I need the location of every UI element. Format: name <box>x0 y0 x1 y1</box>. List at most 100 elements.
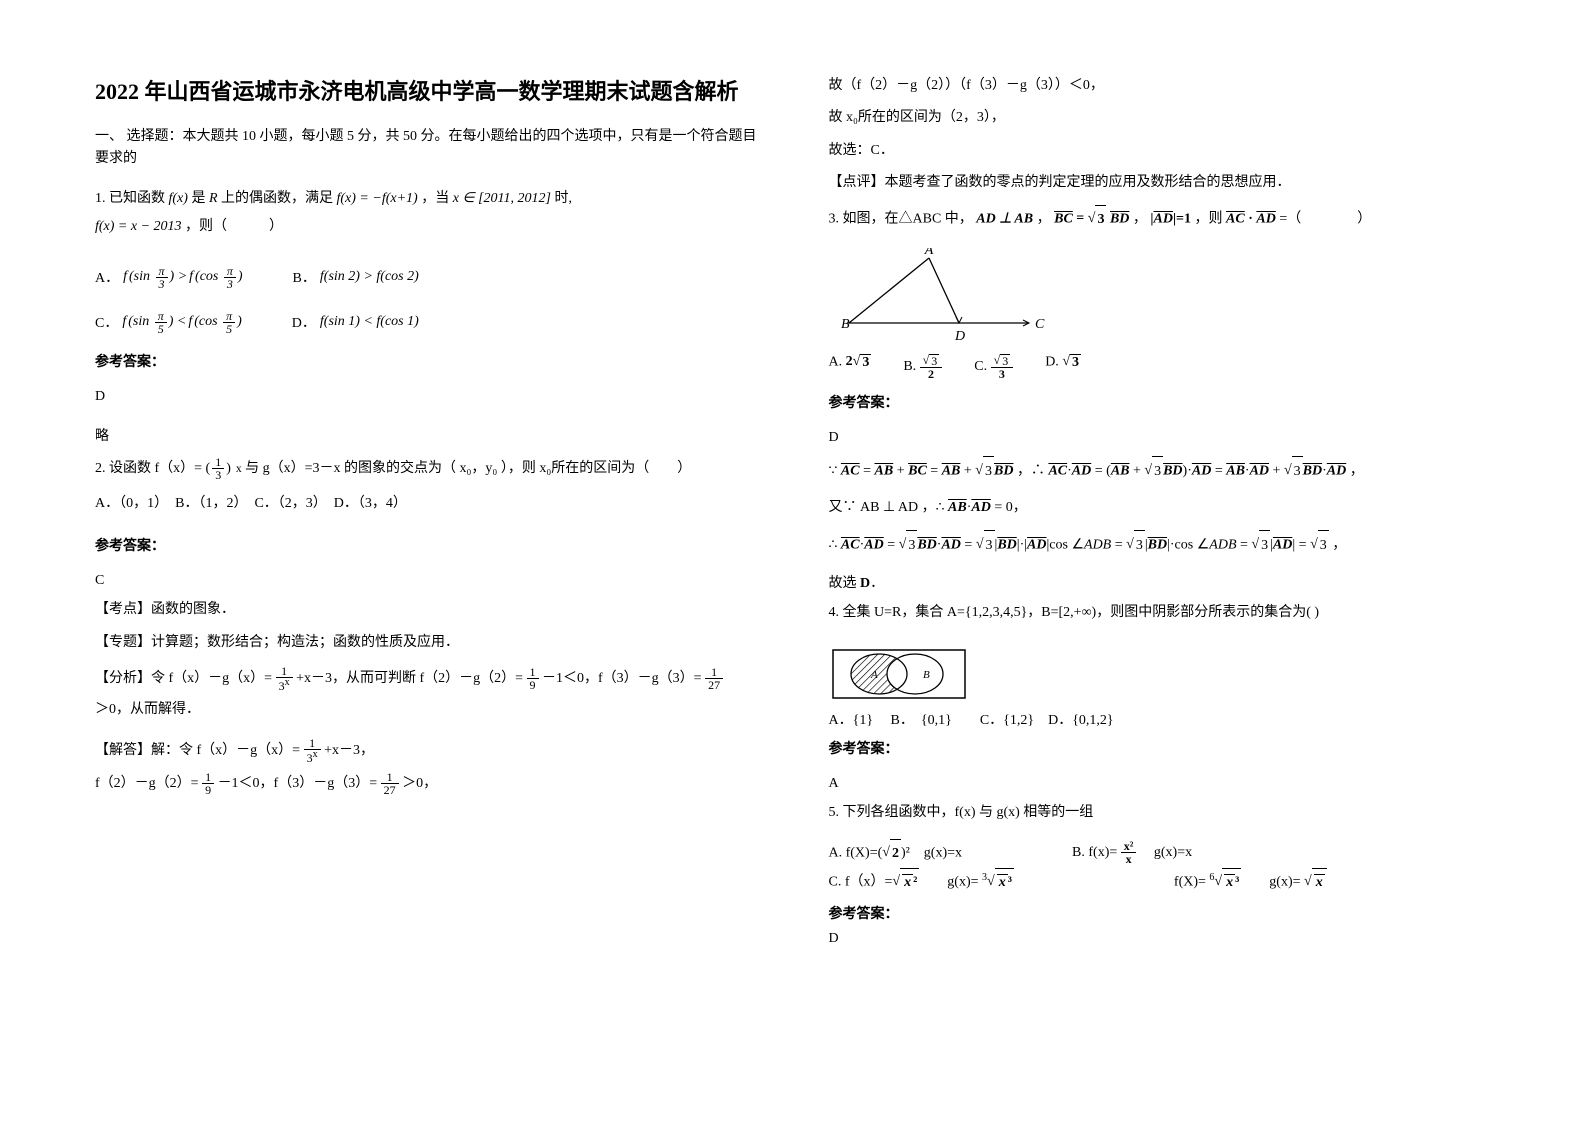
question-5: 5. 下列各组函数中，f(x) 与 g(x) 相等的一组 <box>829 802 1493 824</box>
tri-label-a: A <box>923 248 933 258</box>
q2-topic: 【专题】计算题；数形结合；构造法；函数的性质及应用． <box>95 632 759 654</box>
q1-opt-b-label: B． <box>293 267 316 287</box>
q1-answer-label: 参考答案： <box>95 351 759 371</box>
q1-stem-b: 是 <box>191 191 209 206</box>
q3-option-d: D. 3 <box>1045 354 1081 380</box>
q1-opt-a-expr: f(sin π3) > f(cos π3) <box>123 265 242 290</box>
q1-eq2: f(x) = x − 2013 <box>95 219 182 234</box>
q2-ana-a: 【分析】令 f（x）－g（x）= <box>95 671 272 686</box>
triangle-figure: A B C D <box>829 248 1049 348</box>
q2-stem-a: 2. 设函数 <box>95 461 155 476</box>
q2-conclusion-3: 故选：C． <box>829 140 1493 162</box>
q3-bd: BD <box>1110 211 1129 226</box>
q1-answer: D <box>95 389 759 405</box>
left-column: 2022 年山西省运城市永济电机高级中学高一数学理期末试题含解析 一、 选择题：… <box>95 75 759 1047</box>
exam-title: 2022 年山西省运城市永济电机高级中学高一数学理期末试题含解析 <box>95 75 759 108</box>
q3-dot: · <box>1248 211 1253 226</box>
q5-option-b: B. f(x)= x²x g(x)=x <box>1072 839 1192 868</box>
q4-answer-label: 参考答案： <box>829 738 1493 758</box>
q2-ana-c: ＞0，从而解得． <box>95 702 200 717</box>
q2-conclusion-1: 故（f（2）－g（2））（f（3）－g（3））＜0， <box>829 75 1493 97</box>
venn-label-b: B <box>923 669 930 681</box>
q3-solution-line-1: ∵ AC = AB + BC = AB + 3BD ，∴ AC·AD = (AB… <box>829 456 1493 488</box>
tri-label-b: B <box>841 317 850 332</box>
q2-conclusion-2: 故 x₀所在的区间为（2，3）， <box>829 107 1493 129</box>
q1-opt-d-expr: f(sin 1) < f(cos 1) <box>320 314 419 330</box>
q1-options-row-2: C． f(sin π5) < f(cos π5) D． f(sin 1) < f… <box>95 310 759 335</box>
q2-options: A．（0，1） B．（1，2） C．（2，3） D．（3，4） <box>95 493 759 515</box>
q5-options: A. f(X)=(2)² g(x)=x B. f(x)= x²x g(x)=x … <box>829 839 1493 897</box>
q5-option-c: C. f（x）=x² g(x)= 3x³ <box>829 868 1014 897</box>
q1-option-d: D． f(sin 1) < f(cos 1) <box>292 310 419 335</box>
q3-eq: = 3 <box>1076 211 1106 226</box>
q3-answer: D <box>829 430 1493 446</box>
q2-sol-e: ＞0， <box>402 776 437 791</box>
q1-opt-c-expr: f(sin π5) < f(cos π5) <box>122 310 241 335</box>
question-1: 1. 已知函数 f(x) 是 R 上的偶函数，满足 f(x) = −f(x+1)… <box>95 185 759 241</box>
tri-label-d: D <box>954 329 965 344</box>
q1-stem-a: 1. 已知函数 <box>95 191 165 206</box>
q3-ad: AD <box>1256 211 1275 226</box>
q1-eq1: f(x) = −f(x+1) <box>337 191 418 206</box>
q3-stem: 3. 如图，在△ABC 中， <box>829 211 973 226</box>
q3-option-a: A. 23 <box>829 354 872 380</box>
q1-option-b: B． f(sin 2) > f(cos 2) <box>293 265 419 290</box>
q3-ad-abs: |AD|=1 <box>1150 211 1191 226</box>
q2-point: 【考点】函数的图象． <box>95 599 759 621</box>
q2-answer-label: 参考答案： <box>95 535 759 555</box>
right-column: 故（f（2）－g（2））（f（3）－g（3））＜0， 故 x₀所在的区间为（2，… <box>829 75 1493 1047</box>
q3-c1: AD ⊥ AB <box>976 211 1033 226</box>
q1-opt-c-label: C． <box>95 312 118 332</box>
q3-c4: ，则 <box>1195 211 1223 226</box>
q1-stem-c: 上的偶函数，满足 <box>221 191 333 206</box>
section-1-heading: 一、 选择题：本大题共 10 小题，每小题 5 分，共 50 分。在每小题给出的… <box>95 126 759 171</box>
q1-stem-d: ，当 <box>421 191 449 206</box>
q5-answer-label: 参考答案： <box>829 903 1493 923</box>
q1-note: 略 <box>95 425 759 445</box>
frac-1-27-b: 127 <box>381 771 399 796</box>
q2-solution: 【解答】解：令 f（x）－g（x）= 13x +x－3， f（2）－g（2）= … <box>95 734 759 801</box>
frac-1-27: 127 <box>705 666 723 691</box>
q3-tail: =（ ） <box>1279 211 1371 226</box>
q2-sol-d: －1＜0，f（3）－g（3）= <box>218 776 378 791</box>
q4-options: A．{1} B． {0,1} C．{1,2} D．{0,1,2} <box>829 710 1493 732</box>
q4-answer: A <box>829 776 1493 792</box>
q2-comment: 【点评】本题考查了函数的零点的判定定理的应用及数形结合的思想应用． <box>829 172 1493 194</box>
q1-options-row-1: A． f(sin π3) > f(cos π3) B． f(sin 2) > f… <box>95 265 759 290</box>
q3-c2l: ， <box>1037 211 1051 226</box>
q5-answer: D <box>829 931 1493 947</box>
q2-stem-b: 与 g（x）=3－x 的图象的交点为（ x₀，y₀ ），则 x₀所在的区间为（ … <box>245 461 691 476</box>
question-4: 4. 全集 U=R，集合 A={1,2,3,4,5}，B=[2,+∞)，则图中阴… <box>829 602 1493 624</box>
q2-analysis: 【分析】令 f（x）－g（x）= 13x +x－3，从而可判断 f（2）－g（2… <box>95 664 759 726</box>
q3-ac: AC <box>1226 211 1245 226</box>
q3-options: A. 23 B. 32 C. 33 D. 3 <box>829 354 1493 380</box>
q3-c3: ， <box>1133 211 1147 226</box>
q2-ana-b: －1＜0，f（3）－g（3）= <box>542 671 702 686</box>
question-3: 3. 如图，在△ABC 中， AD ⊥ AB ， BC = 3 BD ， |AD… <box>829 205 1493 234</box>
q1-opt-d-label: D． <box>292 312 316 332</box>
q1-option-a: A． f(sin π3) > f(cos π3) <box>95 265 243 290</box>
q3-answer-label: 参考答案： <box>829 392 1493 412</box>
q5-option-d: f(X)= 6x³ g(x)= x <box>1174 868 1327 897</box>
q1-tail: ，则（ ） <box>185 219 283 234</box>
frac-1-9: 19 <box>527 666 539 691</box>
tri-label-c: C <box>1035 317 1045 332</box>
q3-solution-line-2: 又∵ AB ⊥ AD ，∴ AB·AD = 0， <box>829 497 1493 519</box>
frac-1-3x: 13x <box>276 665 293 692</box>
question-2: 2. 设函数 f（x）= (13) x 与 g（x）=3－x 的图象的交点为（ … <box>95 455 759 515</box>
q5-option-a: A. f(X)=(2)² g(x)=x <box>829 839 963 868</box>
q2-ana-mid: +x－3，从而可判断 f（2）－g（2）= <box>296 671 523 686</box>
q2-sol-a: 【解答】解：令 f（x）－g（x）= <box>95 743 300 758</box>
frac-1-9-b: 19 <box>202 771 214 796</box>
q2-sol-b: +x－3， <box>324 743 374 758</box>
q1-fx: f(x) <box>169 191 188 206</box>
q3-bc: BC <box>1054 211 1073 226</box>
q1-R: R <box>209 191 218 206</box>
q1-stem-e: 时, <box>554 191 572 206</box>
q2-answer: C <box>95 573 759 589</box>
q1-option-c: C． f(sin π5) < f(cos π5) <box>95 310 242 335</box>
q1-opt-a-label: A． <box>95 267 119 287</box>
q3-option-b: B. 32 <box>903 354 942 380</box>
q2-sol-c: f（2）－g（2）= <box>95 776 199 791</box>
frac-1-3x-b: 13x <box>304 737 321 764</box>
